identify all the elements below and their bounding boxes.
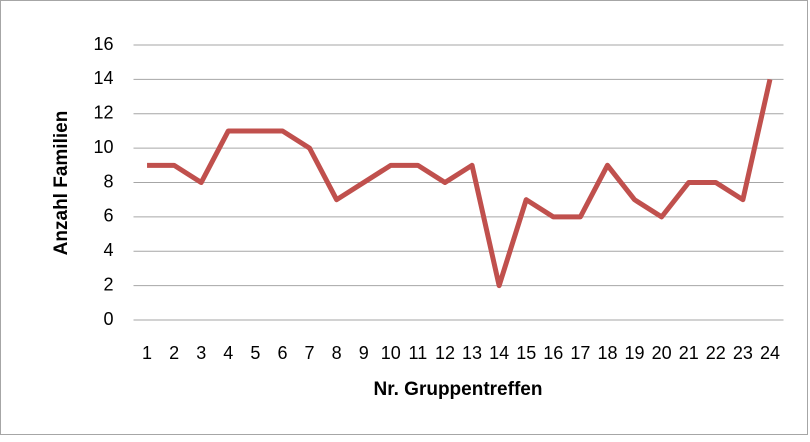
x-tick-label: 15 bbox=[516, 343, 536, 363]
x-tick-label: 19 bbox=[625, 343, 645, 363]
y-tick-label: 2 bbox=[103, 274, 113, 294]
x-tick-label: 10 bbox=[381, 343, 401, 363]
x-tick-label: 16 bbox=[543, 343, 563, 363]
y-tick-label: 10 bbox=[93, 137, 113, 157]
y-axis-title: Anzahl Familien bbox=[51, 111, 72, 256]
y-tick-label: 14 bbox=[93, 68, 113, 88]
x-tick-label: 12 bbox=[435, 343, 455, 363]
x-tick-label: 8 bbox=[332, 343, 342, 363]
y-tick-label: 4 bbox=[103, 240, 113, 260]
x-tick-label: 22 bbox=[706, 343, 726, 363]
y-tick-label: 6 bbox=[103, 206, 113, 226]
x-tick-label: 21 bbox=[679, 343, 699, 363]
x-tick-label: 23 bbox=[733, 343, 753, 363]
x-tick-label: 7 bbox=[305, 343, 315, 363]
x-tick-label: 1 bbox=[142, 343, 152, 363]
x-tick-label: 18 bbox=[597, 343, 617, 363]
x-tick-label: 20 bbox=[652, 343, 672, 363]
data-line bbox=[147, 78, 773, 289]
y-tick-label: 12 bbox=[93, 103, 113, 123]
x-tick-label: 9 bbox=[359, 343, 369, 363]
x-tick-label: 14 bbox=[489, 343, 509, 363]
x-axis-title: Nr. Gruppentreffen bbox=[374, 379, 543, 400]
y-tick-label: 0 bbox=[103, 309, 113, 329]
y-tick-label: 16 bbox=[93, 34, 113, 54]
x-tick-label: 6 bbox=[277, 343, 287, 363]
x-tick-label: 11 bbox=[409, 343, 428, 363]
x-tick-label: 17 bbox=[570, 343, 590, 363]
x-tick-label: 4 bbox=[223, 343, 233, 363]
x-tick-label: 5 bbox=[250, 343, 260, 363]
y-tick-label: 8 bbox=[103, 171, 113, 191]
x-tick-label: 3 bbox=[196, 343, 206, 363]
x-tick-label: 13 bbox=[462, 343, 482, 363]
x-tick-label: 24 bbox=[760, 343, 780, 363]
x-tick-label: 2 bbox=[169, 343, 179, 363]
